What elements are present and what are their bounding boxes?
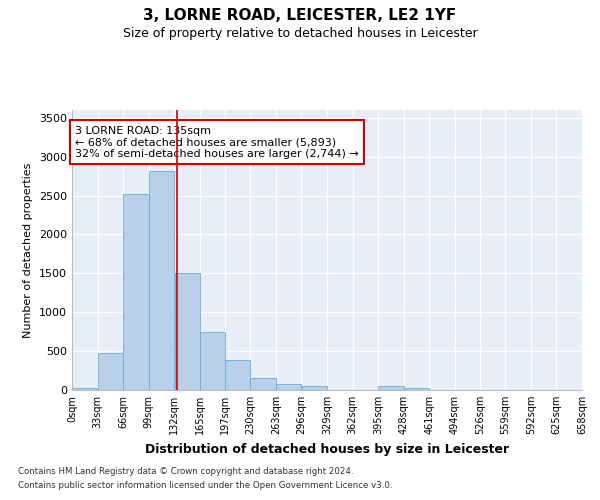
Bar [379,386,404,390]
Bar [149,170,174,390]
Bar [124,194,149,390]
Text: Contains public sector information licensed under the Open Government Licence v3: Contains public sector information licen… [18,481,392,490]
Bar [250,378,275,390]
Y-axis label: Number of detached properties: Number of detached properties [23,162,34,338]
Text: 3, LORNE ROAD, LEICESTER, LE2 1YF: 3, LORNE ROAD, LEICESTER, LE2 1YF [143,8,457,22]
Bar [276,384,301,390]
Bar [72,388,97,390]
Text: Contains HM Land Registry data © Crown copyright and database right 2024.: Contains HM Land Registry data © Crown c… [18,468,353,476]
Bar [175,274,200,390]
Text: Distribution of detached houses by size in Leicester: Distribution of detached houses by size … [145,442,509,456]
Bar [98,352,123,390]
Text: 3 LORNE ROAD: 135sqm
← 68% of detached houses are smaller (5,893)
32% of semi-de: 3 LORNE ROAD: 135sqm ← 68% of detached h… [75,126,359,159]
Bar [225,360,250,390]
Bar [200,332,225,390]
Bar [404,388,429,390]
Text: Size of property relative to detached houses in Leicester: Size of property relative to detached ho… [122,28,478,40]
Bar [302,386,327,390]
